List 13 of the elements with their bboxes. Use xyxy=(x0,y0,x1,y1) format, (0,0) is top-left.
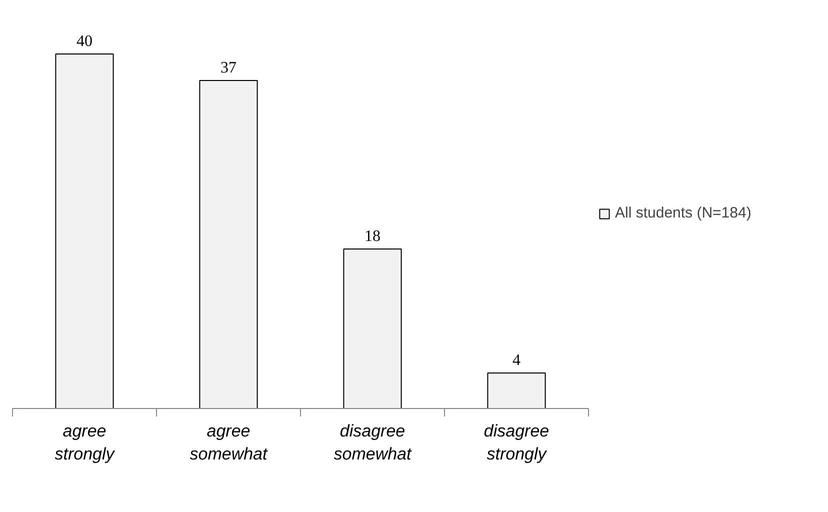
bar xyxy=(55,53,114,408)
bar xyxy=(487,372,546,408)
data-label: 18 xyxy=(364,228,380,245)
data-label: 40 xyxy=(76,32,92,50)
x-tick-label: agree strongly xyxy=(54,422,116,464)
legend-label: All students (N=184) xyxy=(615,204,752,222)
x-tick-label: disagree strongly xyxy=(484,422,550,464)
data-label: 37 xyxy=(220,60,236,77)
data-label: 4 xyxy=(512,352,520,370)
x-tick-label: disagree somewhat xyxy=(334,422,413,464)
x-tick-label: agree somewhat xyxy=(190,422,269,464)
bar xyxy=(343,248,402,408)
bar xyxy=(199,80,258,408)
